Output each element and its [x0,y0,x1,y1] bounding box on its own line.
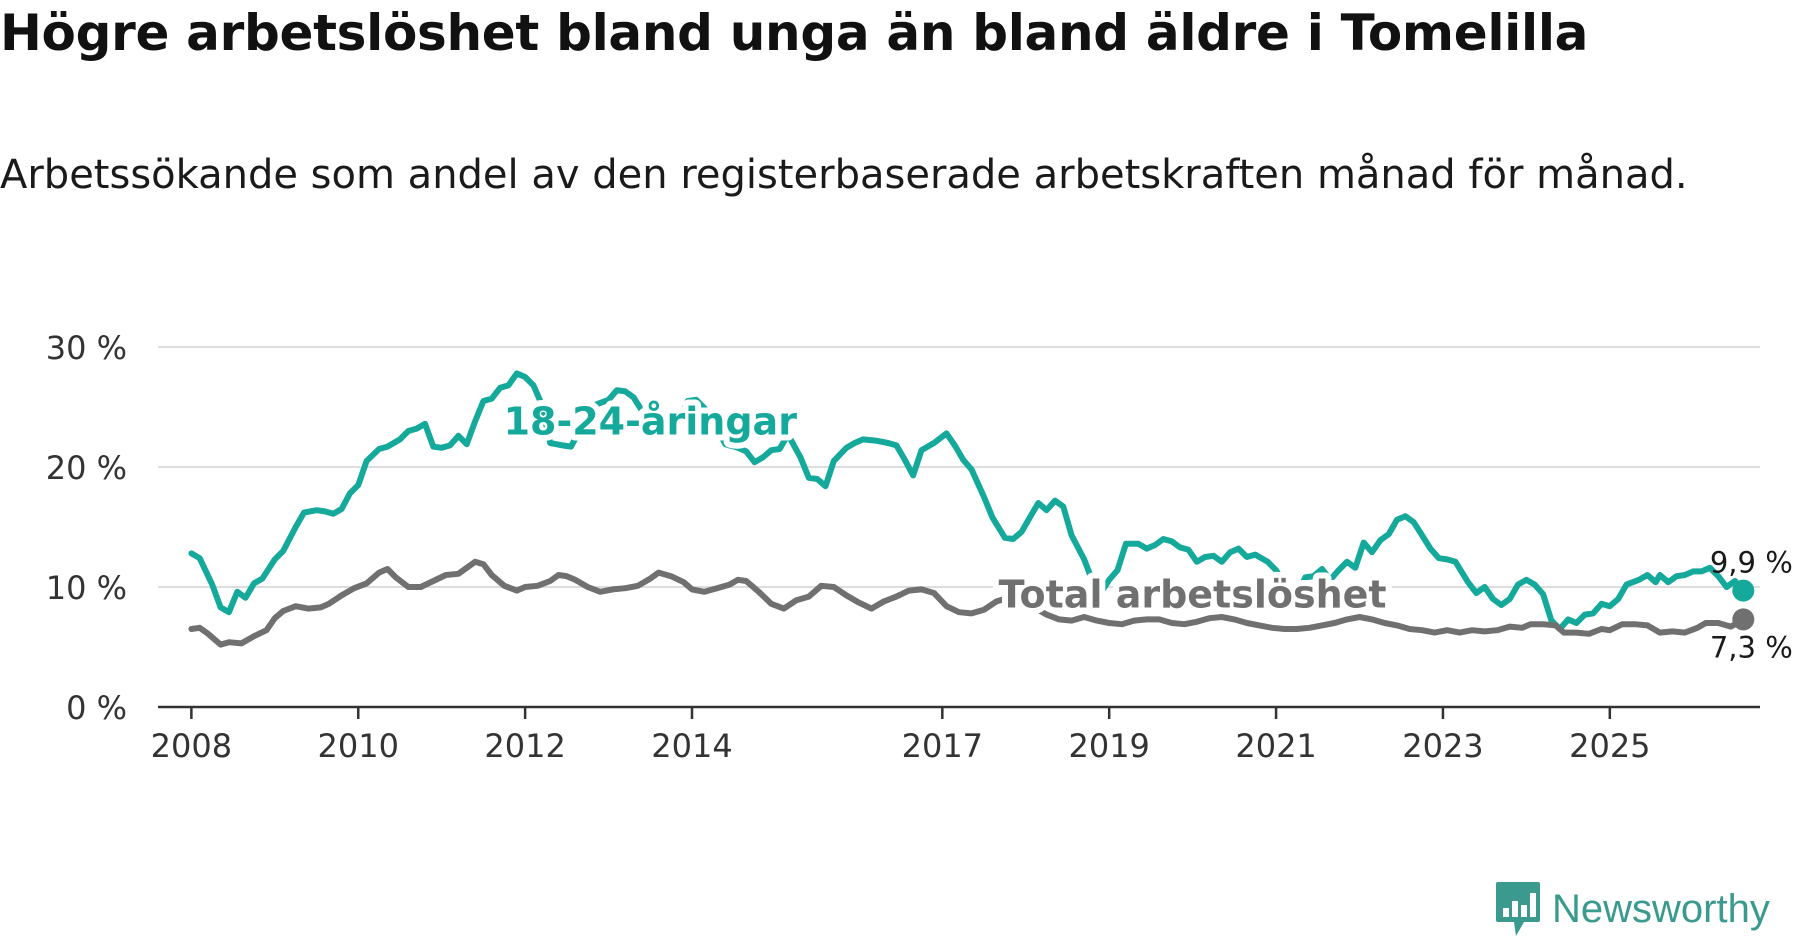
series-labels: 9,9 % 7,3 % 18-24-åringar Total arbetslöshe… [498,394,1793,665]
series-label-youth: 18-24-åringar [504,400,798,444]
x-tick-label: 2012 [484,727,565,765]
x-axis-ticks: 2008 2010 2012 2014 2017 2019 2021 2023 2025 [151,707,1651,765]
end-value-label-youth: 9,9 % [1710,546,1793,580]
newsworthy-logo-icon [1496,882,1540,936]
x-tick-label: 2025 [1569,727,1650,765]
line-chart: 0 % 10 % 20 % 30 % 2008 2010 2012 2014 2017 2019… [46,329,1793,765]
y-tick-label: 20 % [46,449,127,487]
series-lines [188,370,1755,648]
x-tick-label: 2008 [151,727,232,765]
x-tick-label: 2023 [1402,727,1483,765]
series-label-total: Total arbetslöshet [999,572,1387,616]
x-tick-label: 2014 [651,727,732,765]
x-tick-label: 2017 [902,727,983,765]
y-tick-label: 30 % [46,329,127,367]
x-tick-label: 2010 [318,727,399,765]
y-tick-label: 10 % [46,569,127,607]
y-gridlines [158,346,1760,588]
x-tick-label: 2019 [1068,727,1149,765]
end-point-total [1732,608,1755,631]
newsworthy-brand: Newsworthy [1494,880,1770,938]
chart-title: Högre arbetslöshet bland unga än bland ä… [0,4,1589,62]
end-point-youth [1732,579,1755,602]
x-tick-label: 2021 [1235,727,1316,765]
y-tick-label: 0 % [66,689,127,727]
end-value-label-total: 7,3 % [1710,630,1793,664]
chart-subtitle: Arbetssökande som andel av den registerb… [0,152,1688,198]
series-line-youth [188,370,1747,632]
brand-name: Newsworthy [1552,886,1770,931]
y-axis-ticks: 0 % 10 % 20 % 30 % [46,329,127,727]
series-line-total [188,558,1747,648]
